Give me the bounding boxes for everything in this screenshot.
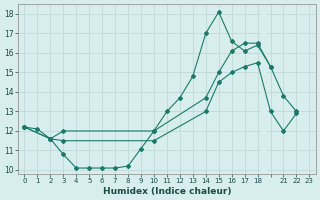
X-axis label: Humidex (Indice chaleur): Humidex (Indice chaleur) — [103, 187, 231, 196]
Bar — [261, 4, 267, 174]
